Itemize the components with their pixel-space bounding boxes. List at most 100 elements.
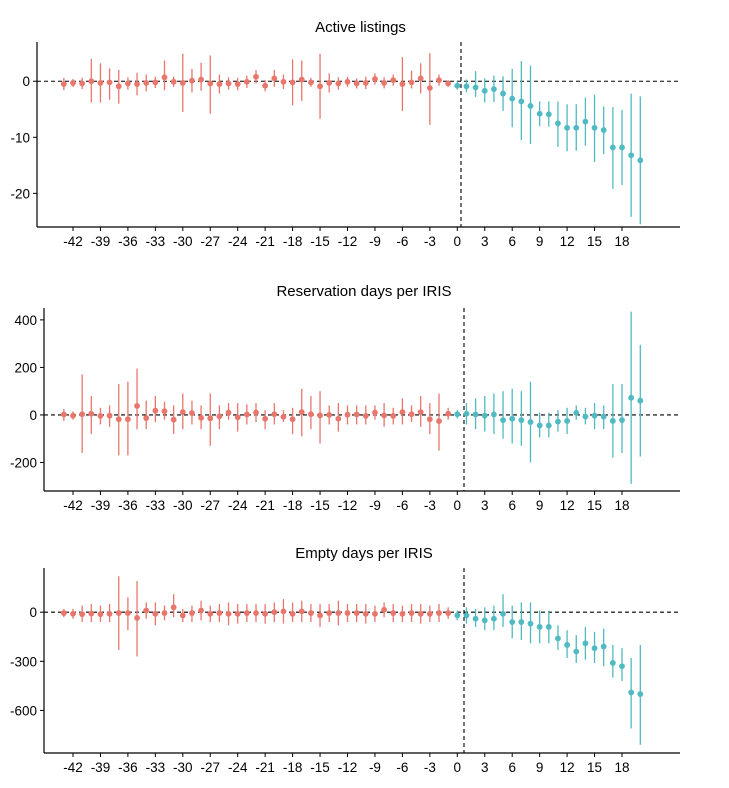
point-post [509,415,516,422]
point-pre [271,609,278,616]
point-post [491,615,497,622]
point-pre [344,610,351,616]
x-tick-label: -12 [338,498,358,513]
point-pre [417,75,424,82]
point-pre [326,412,333,418]
point-post [619,144,625,151]
chart-title: Empty days per IRIS [295,545,433,562]
y-tick-label: 0 [22,74,30,89]
x-tick-label: -27 [200,234,220,249]
point-pre [161,74,168,81]
point-post [481,412,488,419]
point-post [472,615,479,622]
y-tick-label: -300 [10,654,37,669]
point-post [628,394,635,401]
y-tick-label: 400 [14,313,37,328]
point-pre [335,80,342,87]
point-post [454,411,461,418]
x-tick-label: -3 [424,234,436,249]
x-tick-label: -12 [338,234,358,249]
x-tick-label: 18 [614,234,629,249]
point-pre [179,612,186,619]
point-post [509,95,516,102]
x-tick-label: 3 [481,760,489,775]
point-post [463,83,470,90]
point-pre [381,606,387,613]
x-tick-label: -36 [118,760,138,775]
point-post [573,409,580,416]
point-post [481,617,488,624]
x-tick-label: -36 [118,498,138,513]
x-tick-label: -33 [146,234,166,249]
point-post [536,422,543,429]
point-pre [436,610,442,616]
x-tick-label: 12 [560,760,575,775]
point-pre [216,413,223,420]
point-pre [298,409,305,415]
point-post [536,624,543,630]
point-pre [399,610,406,617]
x-tick-label: 3 [481,234,489,249]
point-pre [234,81,241,87]
y-tick-label: -200 [10,455,37,470]
point-pre [408,610,415,616]
x-tick-label: 0 [454,234,462,249]
point-post [472,84,479,91]
point-post [582,413,589,420]
point-pre [198,414,205,421]
point-post [600,127,607,133]
point-pre [79,611,86,618]
point-pre [417,610,424,617]
x-tick-label: -24 [228,498,248,513]
point-post [564,642,570,648]
point-post [454,612,461,619]
x-tick-label: -6 [396,498,408,513]
point-pre [225,610,232,617]
x-tick-label: 0 [454,760,462,775]
point-pre [189,610,195,616]
point-post [518,619,525,625]
point-pre [445,610,452,616]
point-post [545,624,552,630]
point-pre [152,407,159,414]
point-post [564,124,570,131]
point-pre [426,416,433,423]
point-post [463,410,470,417]
x-tick-label: -12 [338,760,358,775]
point-pre [106,79,113,86]
point-post [600,643,607,650]
point-pre [271,75,278,82]
point-pre [207,80,214,87]
point-pre [115,610,122,616]
point-post [619,417,625,424]
point-pre [79,411,86,418]
point-post [555,635,561,642]
point-post [628,689,635,696]
point-pre [70,412,76,419]
y-tick-label: 0 [29,408,37,423]
point-pre [362,80,369,86]
point-post [591,124,598,131]
point-pre [298,76,305,83]
point-post [591,412,598,419]
point-pre [335,610,342,616]
x-tick-label: 6 [508,234,516,249]
point-pre [189,77,195,84]
point-pre [179,409,186,415]
x-tick-label: -3 [424,760,436,775]
point-post [527,419,534,425]
point-pre [353,80,360,87]
point-post [545,111,552,118]
point-pre [88,610,95,617]
point-pre [106,412,113,419]
point-post [454,82,461,89]
point-pre [308,610,314,616]
x-tick-label: -39 [91,234,111,249]
point-post [609,660,616,666]
point-pre [253,73,259,80]
point-pre [170,416,177,423]
chart-title: Reservation days per IRIS [276,283,451,300]
point-pre [125,416,131,423]
